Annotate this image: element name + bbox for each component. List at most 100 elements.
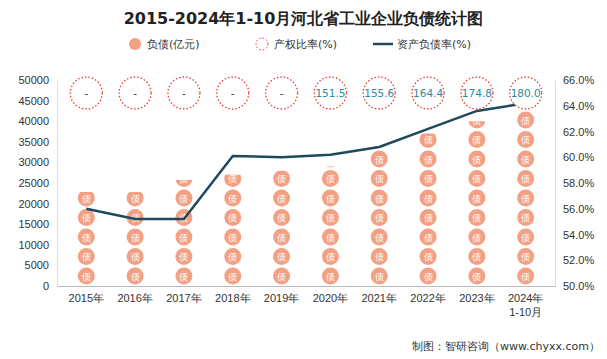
- debt-icon: [371, 209, 388, 226]
- x-tick-label: 2019年: [264, 292, 299, 304]
- debt-icon-text: 债: [472, 174, 481, 184]
- debt-icon: [468, 268, 485, 285]
- debt-icon-text: 债: [131, 272, 140, 282]
- debt-icon-text: 债: [228, 213, 237, 223]
- debt-icon-text: 债: [472, 121, 481, 125]
- y-tick: 15000: [18, 218, 57, 230]
- y-tick-label: 50000: [18, 74, 49, 86]
- y2-tick: 58.0%: [555, 177, 594, 189]
- y2-tick: 54.0%: [555, 229, 594, 241]
- debt-icon-text: 债: [521, 155, 530, 165]
- debt-icon-text: 债: [521, 213, 530, 223]
- equity-label: 174.8: [462, 87, 492, 99]
- debt-icon: [468, 229, 485, 246]
- equity-label: -: [231, 87, 235, 99]
- debt-icon: [273, 171, 290, 187]
- x-tick-label-line: 1-10月: [509, 306, 542, 318]
- debt-icon: [224, 248, 241, 265]
- debt-icon-text: 债: [228, 252, 237, 262]
- debt-icon: [273, 268, 290, 285]
- y-tick: 40000: [18, 115, 57, 127]
- debt-icon-text: 债: [472, 194, 481, 204]
- debt-icon-text: 债: [326, 272, 335, 282]
- y2-tick-label: 58.0%: [563, 177, 594, 189]
- debt-icon-text: 债: [472, 155, 481, 165]
- y-axis: 0500010000150002000025000300003500040000…: [18, 74, 57, 292]
- y-tick: 45000: [18, 95, 57, 107]
- debt-icon: [468, 209, 485, 226]
- x-tick-label-line: 2018年: [215, 292, 250, 304]
- debt-icon: [78, 229, 95, 246]
- debt-icon: [273, 190, 290, 207]
- debt-bar: 债债债债债债: [273, 171, 290, 285]
- x-tick-label: 2022年: [410, 292, 445, 304]
- debt-icon-text: 债: [521, 272, 530, 282]
- equity-label: 155.6: [364, 87, 394, 99]
- labels: -----151.5155.6164.4174.8180.0: [70, 77, 541, 109]
- debt-icon-text: 债: [277, 272, 286, 282]
- x-tick-label-line: 2023年: [459, 292, 494, 304]
- y2-tick-label: 66.0%: [563, 74, 594, 86]
- debt-icon: [127, 192, 144, 206]
- y2-tick-label: 62.0%: [563, 126, 594, 138]
- debt-icon-text: 债: [82, 213, 91, 223]
- debt-icon-text: 债: [521, 116, 530, 126]
- legend-label: 负债(亿元): [147, 38, 200, 51]
- debt-icon-text: 债: [472, 252, 481, 262]
- debt-icon: [371, 268, 388, 285]
- debt-icon-text: 债: [326, 213, 335, 223]
- y2-tick: 66.0%: [555, 74, 594, 86]
- x-tick: 2024年 1-10月: [508, 286, 543, 318]
- debt-icon: [468, 248, 485, 265]
- x-tick-label: 2021年: [361, 292, 396, 304]
- y2-tick-label: 60.0%: [563, 151, 594, 163]
- debt-icon: [322, 229, 339, 246]
- debt-icon: [468, 151, 485, 168]
- x-tick-label: 2017年: [166, 292, 201, 304]
- debt-icon-text: 债: [521, 194, 530, 204]
- debt-icon-text: 债: [424, 155, 433, 165]
- debt-icon-text: 债: [375, 174, 384, 184]
- x-tick-label-line: 2024年: [508, 292, 543, 304]
- y2-tick-label: 64.0%: [563, 100, 594, 112]
- y2-axis-line: [555, 81, 556, 287]
- debt-icon: [78, 268, 95, 285]
- y-tick: 25000: [18, 177, 57, 189]
- equity-badge: [168, 77, 200, 109]
- y-tick-label: 20000: [18, 198, 49, 210]
- debt-icon: [420, 248, 437, 265]
- debt-icon-text: 债: [131, 194, 140, 204]
- debt-icon: [517, 131, 534, 148]
- equity-badge: [119, 77, 151, 109]
- x-tick: 2019年: [264, 286, 299, 304]
- debt-icon: [224, 209, 241, 226]
- y-tick: 50000: [18, 74, 57, 86]
- debt-icon-text: 债: [179, 180, 188, 184]
- y-axis-line: [57, 81, 58, 287]
- debt-icon-text: 债: [472, 135, 481, 145]
- x-tick-label-line: 2015年: [69, 292, 104, 304]
- legend-label: 产权比率(%): [274, 38, 337, 51]
- ratio-line: [86, 103, 525, 219]
- debt-icon-text: 债: [424, 213, 433, 223]
- debt-icon: [517, 229, 534, 246]
- debt-icon: [127, 248, 144, 265]
- debt-icon: [468, 170, 485, 187]
- debt-bar: 债债债债债债债债: [371, 146, 388, 285]
- x-tick: 2018年: [215, 286, 250, 304]
- debt-icon: [468, 121, 485, 128]
- debt-icon-text: 债: [82, 252, 91, 262]
- debt-icon-text: 债: [472, 213, 481, 223]
- equity-badge: [510, 77, 542, 109]
- debt-icon: [322, 167, 339, 168]
- debt-icon-text: 债: [277, 252, 286, 262]
- debt-icon-text: 债: [228, 175, 237, 184]
- debt-icon: [322, 268, 339, 285]
- debt-icon: [517, 209, 534, 226]
- debt-icon: [420, 170, 437, 187]
- y-tick-label: 15000: [18, 218, 49, 230]
- debt-icon: [371, 229, 388, 246]
- debt-bar: 债债债债债债债: [322, 167, 339, 285]
- debt-icon: [420, 268, 437, 285]
- debt-icon: [517, 112, 534, 129]
